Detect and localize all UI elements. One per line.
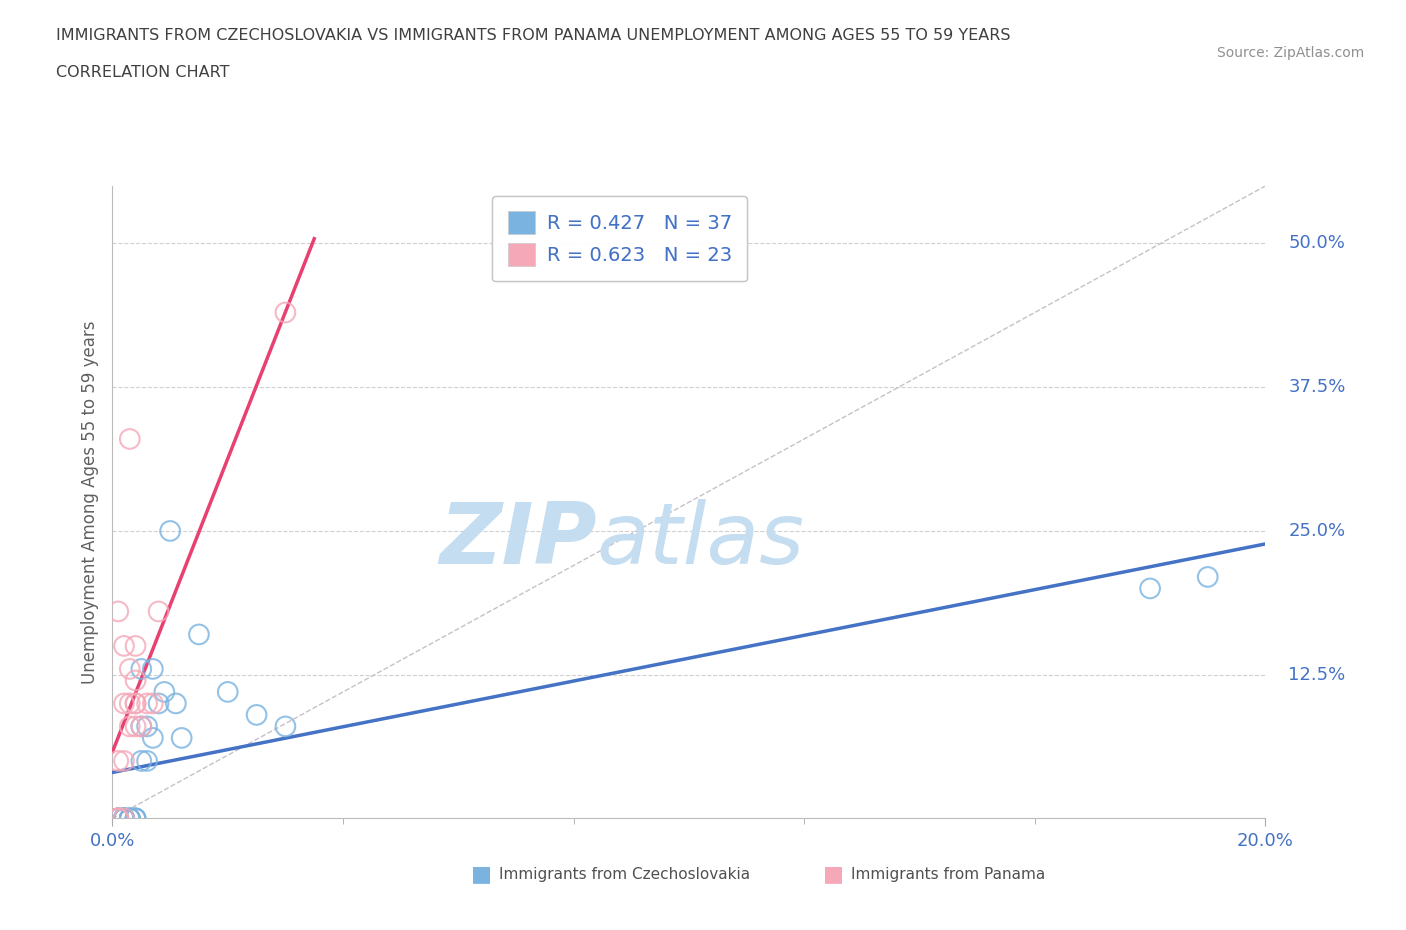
Text: 37.5%: 37.5% <box>1288 379 1346 396</box>
Point <box>112 811 135 826</box>
Point <box>124 811 146 826</box>
Point <box>142 730 165 745</box>
Point <box>170 730 193 745</box>
Point <box>112 811 135 826</box>
Point <box>107 811 129 826</box>
Text: Immigrants from Czechoslovakia: Immigrants from Czechoslovakia <box>499 867 751 882</box>
Point <box>1197 569 1219 584</box>
Y-axis label: Unemployment Among Ages 55 to 59 years: Unemployment Among Ages 55 to 59 years <box>80 321 98 684</box>
Point <box>112 811 135 826</box>
Point <box>107 811 129 826</box>
Point <box>142 696 165 711</box>
Point <box>112 811 135 826</box>
Text: ■: ■ <box>471 864 492 884</box>
Point <box>118 811 141 826</box>
Point <box>112 811 135 826</box>
Point <box>124 811 146 826</box>
Point <box>245 708 267 723</box>
Point <box>274 305 297 320</box>
Point <box>118 719 141 734</box>
Point <box>165 696 187 711</box>
Point <box>217 684 239 699</box>
Legend: R = 0.427   N = 37, R = 0.623   N = 23: R = 0.427 N = 37, R = 0.623 N = 23 <box>492 195 748 282</box>
Point <box>1139 581 1161 596</box>
Text: 50.0%: 50.0% <box>1288 234 1346 252</box>
Point <box>124 811 146 826</box>
Point <box>159 524 181 538</box>
Point <box>112 811 135 826</box>
Point <box>136 753 159 768</box>
Point <box>112 811 135 826</box>
Point <box>188 627 211 642</box>
Point <box>107 811 129 826</box>
Text: atlas: atlas <box>596 498 804 581</box>
Text: IMMIGRANTS FROM CZECHOSLOVAKIA VS IMMIGRANTS FROM PANAMA UNEMPLOYMENT AMONG AGES: IMMIGRANTS FROM CZECHOSLOVAKIA VS IMMIGR… <box>56 28 1011 43</box>
Text: Source: ZipAtlas.com: Source: ZipAtlas.com <box>1216 46 1364 60</box>
Text: CORRELATION CHART: CORRELATION CHART <box>56 65 229 80</box>
Point <box>107 753 129 768</box>
Text: Immigrants from Panama: Immigrants from Panama <box>851 867 1045 882</box>
Point <box>129 753 153 768</box>
Point <box>112 639 135 654</box>
Point <box>118 811 141 826</box>
Text: 25.0%: 25.0% <box>1288 522 1346 540</box>
Point <box>124 719 146 734</box>
Text: ■: ■ <box>823 864 844 884</box>
Point <box>112 811 135 826</box>
Point <box>274 719 297 734</box>
Point <box>136 696 159 711</box>
Point <box>112 696 135 711</box>
Point <box>124 696 146 711</box>
Point <box>118 811 141 826</box>
Point <box>129 719 153 734</box>
Point <box>148 604 170 618</box>
Point <box>118 432 141 446</box>
Point <box>118 811 141 826</box>
Point <box>112 753 135 768</box>
Text: ZIP: ZIP <box>439 498 596 581</box>
Point <box>148 696 170 711</box>
Point <box>107 604 129 618</box>
Point <box>118 661 141 676</box>
Point <box>112 811 135 826</box>
Point <box>107 811 129 826</box>
Point <box>107 811 129 826</box>
Point <box>124 673 146 688</box>
Point <box>124 696 146 711</box>
Point <box>129 661 153 676</box>
Point <box>136 719 159 734</box>
Point <box>107 811 129 826</box>
Text: 12.5%: 12.5% <box>1288 666 1346 684</box>
Point <box>124 639 146 654</box>
Point <box>107 811 129 826</box>
Point <box>118 696 141 711</box>
Point <box>153 684 176 699</box>
Point <box>142 661 165 676</box>
Point <box>129 719 153 734</box>
